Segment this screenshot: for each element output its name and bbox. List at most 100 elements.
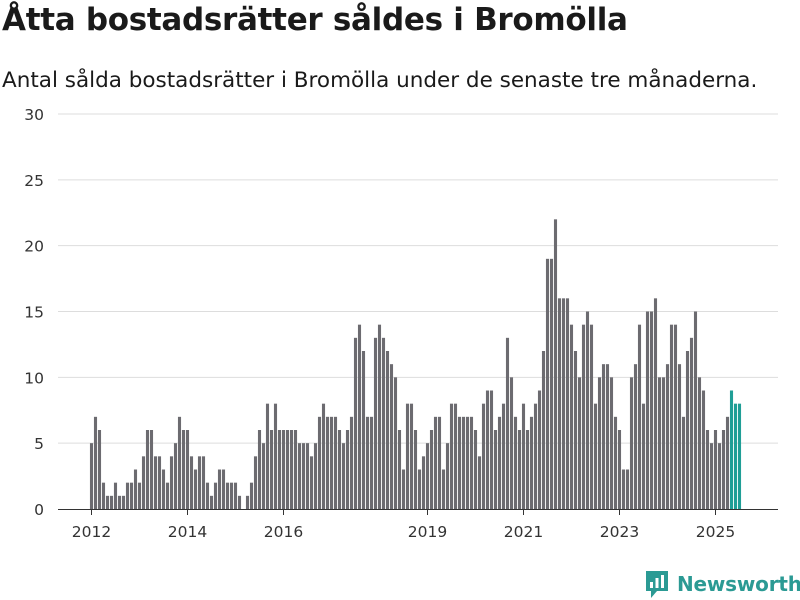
- bar: [257, 430, 262, 509]
- bar: [717, 443, 722, 509]
- x-tick-label: 2014: [168, 523, 207, 541]
- bar: [317, 416, 322, 509]
- bar: [121, 495, 126, 509]
- bar: [609, 377, 614, 509]
- bar: [709, 443, 714, 509]
- bar: [133, 469, 138, 509]
- bar: [253, 456, 258, 509]
- bar: [545, 258, 550, 509]
- bar: [621, 469, 626, 509]
- bar: [509, 377, 514, 509]
- value-label: 8: [742, 0, 752, 4]
- bar: [465, 416, 470, 509]
- bar: [633, 364, 638, 509]
- bar: [629, 377, 634, 509]
- bar: [409, 403, 414, 509]
- bar: [277, 430, 282, 509]
- x-tick-label: 2019: [408, 523, 447, 541]
- bar: [249, 482, 254, 509]
- bar: [721, 430, 726, 509]
- bar: [297, 443, 302, 509]
- bar: [669, 324, 674, 509]
- bar: [673, 324, 678, 509]
- bar: [341, 443, 346, 509]
- bar: [429, 430, 434, 509]
- bar: [705, 430, 710, 509]
- bar: [329, 416, 334, 509]
- bar: [577, 377, 582, 509]
- bar: [393, 377, 398, 509]
- bar-highlight: [733, 403, 738, 509]
- bar: [689, 337, 694, 509]
- bar: [649, 311, 654, 509]
- bar: [473, 430, 478, 509]
- bar: [437, 416, 442, 509]
- bar: [597, 377, 602, 509]
- bar: [169, 456, 174, 509]
- bar: [173, 443, 178, 509]
- bar: [521, 403, 526, 509]
- bar: [129, 482, 134, 509]
- bar: [245, 495, 250, 509]
- y-tick-label: 15: [24, 304, 44, 322]
- bar: [537, 390, 542, 509]
- bar: [149, 430, 154, 509]
- bar: [685, 351, 690, 509]
- bar: [457, 416, 462, 509]
- bar: [441, 469, 446, 509]
- bar: [313, 443, 318, 509]
- bar: [425, 443, 430, 509]
- bar: [377, 324, 382, 509]
- bar: [657, 377, 662, 509]
- x-tick-label: 2021: [504, 523, 543, 541]
- x-tick-label: 2023: [600, 523, 639, 541]
- chart-title: Åtta bostadsrätter såldes i Bromölla: [2, 2, 628, 38]
- bar: [421, 456, 426, 509]
- bar: [189, 456, 194, 509]
- bar: [357, 324, 362, 509]
- bar: [181, 430, 186, 509]
- bar: [553, 219, 558, 510]
- bar: [233, 482, 238, 509]
- bar: [581, 324, 586, 509]
- bar: [205, 482, 210, 509]
- annotations: 8: [742, 0, 752, 4]
- bar: [333, 416, 338, 509]
- y-tick-label: 25: [24, 172, 44, 190]
- bar: [701, 390, 706, 509]
- bar: [517, 430, 522, 509]
- bar: [209, 495, 214, 509]
- bar: [677, 364, 682, 509]
- bar: [165, 482, 170, 509]
- x-axis: 2012 2014 2016 2019 2021 2023 2025: [58, 509, 778, 541]
- bar: [217, 469, 222, 509]
- bar: [613, 416, 618, 509]
- bar: [665, 364, 670, 509]
- bar: [653, 298, 658, 509]
- bar: [309, 456, 314, 509]
- bar: [529, 416, 534, 509]
- bar: [725, 416, 730, 509]
- bar: [389, 364, 394, 509]
- bar: [433, 416, 438, 509]
- y-tick-label: 0: [34, 501, 44, 519]
- bar: [489, 390, 494, 509]
- bar: [89, 443, 94, 509]
- bar: [337, 430, 342, 509]
- bar: [93, 416, 98, 509]
- bar: [601, 364, 606, 509]
- x-tick-label: 2012: [72, 523, 111, 541]
- bar: [101, 482, 106, 509]
- newsworthy-brand[interactable]: Newsworthy: [644, 569, 800, 599]
- bar: [497, 416, 502, 509]
- bar: [281, 430, 286, 509]
- bar: [617, 430, 622, 509]
- bar: [265, 403, 270, 509]
- bar: [661, 377, 666, 509]
- bar: [397, 430, 402, 509]
- bar: [145, 430, 150, 509]
- bar: [569, 324, 574, 509]
- bar: [225, 482, 230, 509]
- bar: [365, 416, 370, 509]
